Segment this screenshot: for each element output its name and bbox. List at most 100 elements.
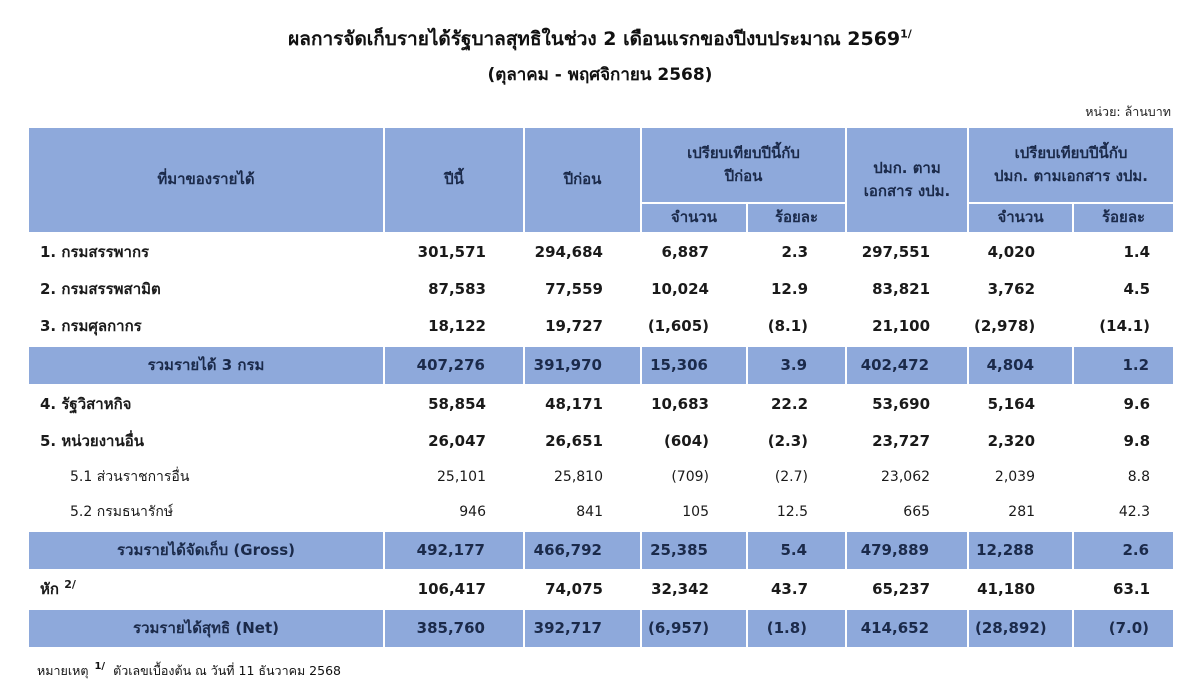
page-subtitle: (ตุลาคม - พฤศจิกายน 2568) bbox=[487, 64, 713, 85]
value-cell: 5,164 bbox=[987, 395, 1036, 414]
footnote-label: หมายเหตุ bbox=[37, 662, 89, 678]
value-cell: 385,760 bbox=[383, 607, 525, 649]
value-cell: 65,237 bbox=[872, 580, 931, 599]
header-percent-1: ร้อยละ bbox=[745, 201, 848, 234]
header-this-year: ปีนี้ bbox=[383, 125, 525, 234]
table-row: 5. หน่วยงานอื่น 26,047 26,651 (604) (2.3) 23,… bbox=[28, 423, 1174, 460]
row-label: 5.1 ส่วนราชการอื่น bbox=[70, 469, 190, 486]
value-cell: 25,101 bbox=[437, 469, 486, 486]
value-cell: (2.7) bbox=[774, 469, 809, 486]
value-cell: 32,342 bbox=[651, 580, 709, 599]
row-label: 4. รัฐวิสาหกิจ bbox=[40, 395, 132, 414]
value-cell: 4,804 bbox=[967, 344, 1075, 386]
header-compare-budget: เปรียบเทียบปีนี้กับ ปมก. ตามเอกสาร งปม. bbox=[967, 125, 1176, 204]
value-cell: 414,652 bbox=[845, 607, 970, 649]
value-cell: 281 bbox=[1008, 504, 1036, 521]
header-amount-2: จำนวน bbox=[967, 201, 1075, 234]
revenue-table: ที่มาของรายได้ ปีนี้ ปีก่อน เปรียบเทียบป… bbox=[27, 125, 1176, 649]
value-cell: 946 bbox=[459, 504, 486, 521]
header-compare-last-year: เปรียบเทียบปีนี้กับ ปีก่อน bbox=[639, 125, 848, 204]
value-cell: 402,472 bbox=[845, 344, 970, 386]
table-row: รวมรายได้จัดเก็บ (Gross) 492,177 466,792 25… bbox=[27, 529, 1176, 571]
value-cell: 4,020 bbox=[987, 243, 1036, 262]
value-cell: 9.6 bbox=[1123, 395, 1151, 414]
value-cell: 87,583 bbox=[428, 280, 486, 299]
value-cell: 18,122 bbox=[428, 317, 486, 336]
value-cell: 83,821 bbox=[872, 280, 931, 299]
footnote: หมายเหตุ 1/ตัวเลขเบื้องต้น ณ วันที่ 11 ธั… bbox=[27, 661, 1173, 681]
value-cell: (1.8) bbox=[745, 607, 848, 649]
value-cell: 23,062 bbox=[881, 469, 931, 486]
value-cell: 15,306 bbox=[640, 344, 748, 386]
table-row: 1. กรมสรรพากร 301,571 294,684 6,887 2.3 297,5… bbox=[28, 233, 1174, 271]
value-cell: 74,075 bbox=[545, 580, 603, 599]
value-cell: 105 bbox=[682, 504, 709, 521]
value-cell: 2,039 bbox=[994, 469, 1036, 486]
value-cell: 10,024 bbox=[651, 280, 709, 299]
value-cell: 21,100 bbox=[872, 317, 931, 336]
value-cell: 2,320 bbox=[987, 432, 1036, 451]
row-label: 5.2 กรมธนารักษ์ bbox=[70, 504, 174, 521]
table-row: 5.2 กรมธนารักษ์ 946 841 105 12.5 665 281 42.3 bbox=[28, 495, 1174, 531]
row-label: 5. หน่วยงานอื่น bbox=[40, 432, 144, 451]
value-cell: 23,727 bbox=[872, 432, 931, 451]
table-body: 1. กรมสรรพากร 301,571 294,684 6,887 2.3 297,5… bbox=[27, 233, 1176, 649]
value-cell: 2.6 bbox=[1072, 529, 1176, 571]
value-cell: 19,727 bbox=[545, 317, 603, 336]
row-label: รวมรายได้ 3 กรม bbox=[27, 344, 385, 386]
row-label: 2. กรมสรรพสามิต bbox=[40, 280, 161, 299]
header-percent-2: ร้อยละ bbox=[1072, 201, 1176, 234]
value-cell: (7.0) bbox=[1072, 607, 1176, 649]
page-title: ผลการจัดเก็บรายได้รัฐบาลสุทธิในช่วง 2 เด… bbox=[27, 26, 1173, 53]
value-cell: (604) bbox=[663, 432, 709, 451]
value-cell: 479,889 bbox=[845, 529, 970, 571]
value-cell: (28,892) bbox=[967, 607, 1075, 649]
row-label: 3. กรมศุลกากร bbox=[40, 317, 142, 336]
value-cell: 492,177 bbox=[383, 529, 525, 571]
table-row: 2. กรมสรรพสามิต 87,583 77,559 10,024 12.9 83,… bbox=[28, 271, 1174, 308]
value-cell: 297,551 bbox=[861, 243, 931, 262]
value-cell: (6,957) bbox=[640, 607, 748, 649]
value-cell: 1.4 bbox=[1123, 243, 1151, 262]
header-last-year: ปีก่อน bbox=[523, 125, 642, 234]
value-cell: 407,276 bbox=[383, 344, 525, 386]
value-cell: 77,559 bbox=[545, 280, 603, 299]
table-row: หัก 2/106,417 74,075 32,342 43.7 65,237 41,18… bbox=[28, 570, 1174, 609]
value-cell: 665 bbox=[903, 504, 931, 521]
value-cell: 63.1 bbox=[1113, 580, 1151, 599]
value-cell: 294,684 bbox=[534, 243, 603, 262]
page-title-text: ผลการจัดเก็บรายได้รัฐบาลสุทธิในช่วง 2 เด… bbox=[288, 28, 901, 50]
table-row: 3. กรมศุลกากร 18,122 19,727 (1,605) (8.1) 21,… bbox=[28, 308, 1174, 346]
value-cell: 2.3 bbox=[781, 243, 809, 262]
unit-label: หน่วย: ล้านบาท bbox=[1085, 103, 1171, 119]
footnote-text: ตัวเลขเบื้องต้น ณ วันที่ 11 ธันวาคม 2568 bbox=[113, 662, 341, 678]
value-cell: (2.3) bbox=[767, 432, 809, 451]
value-cell: 841 bbox=[576, 504, 603, 521]
header-amount-1: จำนวน bbox=[640, 201, 748, 234]
value-cell: 26,047 bbox=[428, 432, 486, 451]
value-cell: 4.5 bbox=[1123, 280, 1151, 299]
value-cell: (8.1) bbox=[767, 317, 809, 336]
value-cell: 466,792 bbox=[523, 529, 642, 571]
table-row: รวมรายได้สุทธิ (Net) 385,760 392,717 (6,957… bbox=[27, 607, 1176, 649]
value-cell: 301,571 bbox=[417, 243, 486, 262]
value-cell: 48,171 bbox=[545, 395, 603, 414]
table-row: 5.1 ส่วนราชการอื่น 25,101 25,810 (709) (2.7)… bbox=[28, 460, 1174, 495]
header-source: ที่มาของรายได้ bbox=[27, 125, 385, 234]
value-cell: (14.1) bbox=[1099, 317, 1151, 336]
row-label: หัก 2/ bbox=[40, 578, 76, 599]
value-cell: 8.8 bbox=[1127, 469, 1151, 486]
value-cell: (709) bbox=[671, 469, 709, 486]
table-header: ที่มาของรายได้ ปีนี้ ปีก่อน เปรียบเทียบป… bbox=[27, 125, 1176, 234]
value-cell: 5.4 bbox=[745, 529, 848, 571]
row-label: รวมรายได้สุทธิ (Net) bbox=[27, 607, 385, 649]
title-superscript: 1/ bbox=[900, 27, 912, 41]
value-cell: 3.9 bbox=[745, 344, 848, 386]
value-cell: 392,717 bbox=[523, 607, 642, 649]
value-cell: 106,417 bbox=[417, 580, 486, 599]
value-cell: 391,970 bbox=[523, 344, 642, 386]
row-label: รวมรายได้จัดเก็บ (Gross) bbox=[27, 529, 385, 571]
value-cell: 43.7 bbox=[771, 580, 809, 599]
value-cell: 6,887 bbox=[661, 243, 709, 262]
value-cell: 58,854 bbox=[428, 395, 486, 414]
